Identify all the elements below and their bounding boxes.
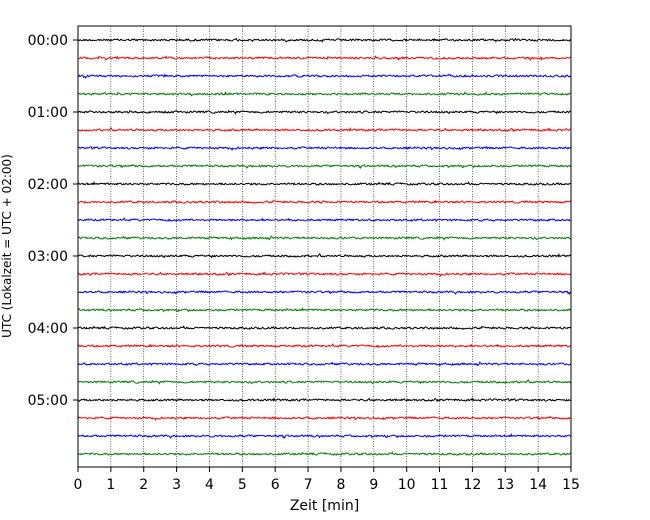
x-tick-label: 15 (562, 477, 580, 493)
y-tick-label: 00:00 (28, 33, 68, 49)
y-tick-label: 05:00 (28, 393, 68, 409)
trace-row (77, 451, 572, 456)
x-tick-label: 8 (336, 477, 345, 493)
trace-row (77, 235, 571, 241)
y-tick-label: 02:00 (28, 177, 68, 193)
trace-row (77, 361, 572, 367)
trace-row (77, 343, 571, 348)
x-tick-label: 2 (139, 477, 148, 493)
x-tick-label: 14 (529, 477, 547, 493)
x-tick-label: 6 (271, 477, 280, 493)
trace-row (77, 289, 572, 296)
x-tick-label: 4 (205, 477, 214, 493)
trace-row (77, 307, 572, 313)
x-tick-label: 11 (431, 477, 449, 493)
trace-row (77, 126, 571, 133)
x-tick-label: 12 (463, 477, 481, 493)
seismic-traces (77, 37, 572, 456)
x-tick-label: 0 (74, 477, 83, 493)
trace-row (77, 73, 572, 79)
plot-frame (77, 25, 572, 468)
vertical-gridlines (110, 26, 539, 467)
y-tick-label: 01:00 (28, 105, 68, 121)
trace-row (77, 109, 571, 115)
y-tick-label: 03:00 (28, 249, 68, 265)
trace-row (77, 55, 571, 62)
x-tick-label: 10 (398, 477, 416, 493)
trace-row (77, 181, 572, 186)
trace-row (77, 379, 572, 385)
trace-row (77, 433, 572, 440)
x-axis-ticks: 0 1 2 3 4 5 6 7 8 9 10 11 12 13 14 15 (74, 467, 580, 493)
x-tick-label: 5 (238, 477, 247, 493)
trace-row (77, 325, 572, 331)
y-axis-label: UTC (Lokalzeit = UTC + 02:00) (0, 154, 14, 338)
trace-row (77, 415, 571, 422)
y-tick-label: 04:00 (28, 321, 68, 337)
trace-row (77, 163, 572, 170)
x-tick-label: 3 (172, 477, 181, 493)
trace-row (77, 252, 572, 259)
y-axis-ticks: 00:00 01:00 02:00 03:00 04:00 05:00 (28, 33, 78, 409)
x-tick-label: 7 (304, 477, 313, 493)
trace-row (77, 146, 572, 152)
x-tick-label: 9 (369, 477, 378, 493)
x-axis-label: Zeit [min] (290, 498, 359, 514)
trace-row (77, 217, 572, 223)
trace-row (77, 271, 572, 278)
trace-row (77, 396, 571, 403)
trace-row (77, 90, 571, 97)
trace-row (77, 37, 572, 43)
x-tick-label: 13 (496, 477, 514, 493)
trace-row (77, 199, 572, 205)
x-tick-label: 1 (106, 477, 115, 493)
